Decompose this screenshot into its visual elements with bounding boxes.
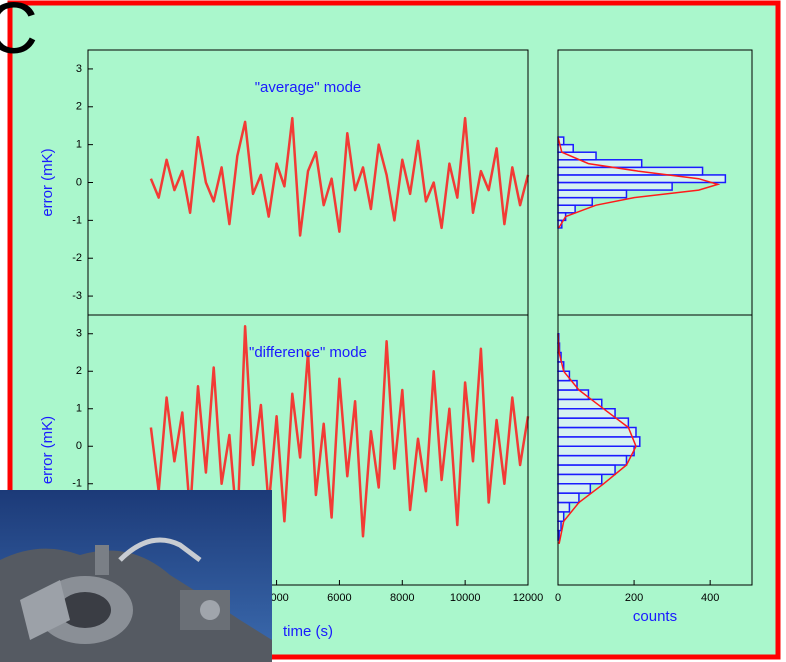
x-tick-label: 10000 <box>450 592 481 604</box>
histogram-bar <box>558 474 602 483</box>
slide: -3-2-10123"average" modeerror (mK)-3-2-1… <box>0 0 786 662</box>
histogram-bar <box>558 503 569 512</box>
slide-title: C <box>0 0 38 69</box>
histogram-bar <box>558 484 590 493</box>
x-tick-label: 12000 <box>513 592 544 604</box>
histogram-bar <box>558 183 672 191</box>
histogram-bar <box>558 160 642 168</box>
y-tick-label: 1 <box>76 139 82 151</box>
x-tick-label: 6000 <box>327 592 351 604</box>
y-tick-label: 2 <box>76 101 82 113</box>
x-tick-label: 0 <box>555 592 561 604</box>
y-tick-label: 3 <box>76 63 82 75</box>
x-axis-label: time (s) <box>283 623 333 640</box>
y-tick-label: -2 <box>72 252 82 264</box>
y-tick-label: 2 <box>76 365 82 377</box>
histogram-bar <box>558 456 626 465</box>
histogram-bar <box>558 190 626 198</box>
histogram-bar <box>558 399 602 408</box>
x-axis-label: counts <box>633 608 677 625</box>
annotation: "difference" mode <box>249 344 367 361</box>
y-tick-label: 0 <box>76 440 82 452</box>
photo <box>0 490 272 662</box>
x-tick-label: 200 <box>625 592 643 604</box>
histogram-bar <box>558 446 634 455</box>
histogram-bar <box>558 512 564 521</box>
histogram-bar <box>558 167 703 175</box>
x-tick-label: 400 <box>701 592 719 604</box>
histogram-bar <box>558 198 592 206</box>
y-tick-label: -1 <box>72 478 82 490</box>
y-axis-label: error (mK) <box>39 416 56 484</box>
y-axis-label: error (mK) <box>39 148 56 216</box>
x-tick-label: 8000 <box>390 592 414 604</box>
y-tick-label: -3 <box>72 290 82 302</box>
annotation: "average" mode <box>255 79 362 96</box>
y-tick-label: 1 <box>76 403 82 415</box>
histogram-bar <box>558 465 615 474</box>
y-tick-label: 3 <box>76 328 82 340</box>
y-tick-label: 0 <box>76 176 82 188</box>
y-tick-label: -1 <box>72 214 82 226</box>
histogram-bar <box>558 493 579 502</box>
histogram-bar <box>558 428 636 437</box>
page: {"title": "C", "chart_data": [ {"type": … <box>0 0 786 662</box>
histogram-bar <box>558 205 575 213</box>
histogram-bar <box>558 437 640 446</box>
